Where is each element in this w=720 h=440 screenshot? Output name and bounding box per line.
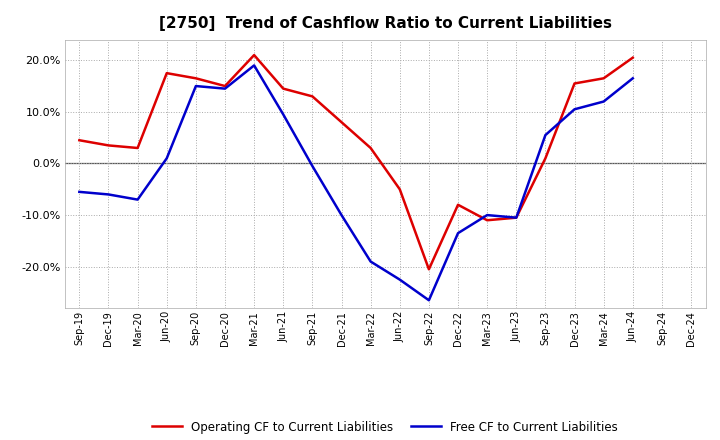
Operating CF to Current Liabilities <box>75 138 84 143</box>
Free CF to Current Liabilities <box>163 156 171 161</box>
Free CF to Current Liabilities <box>570 106 579 112</box>
Free CF to Current Liabilities <box>366 259 375 264</box>
Free CF to Current Liabilities <box>220 86 229 91</box>
Operating CF to Current Liabilities <box>192 76 200 81</box>
Operating CF to Current Liabilities <box>629 55 637 60</box>
Line: Operating CF to Current Liabilities: Operating CF to Current Liabilities <box>79 55 633 269</box>
Free CF to Current Liabilities <box>104 192 113 197</box>
Line: Free CF to Current Liabilities: Free CF to Current Liabilities <box>79 66 633 300</box>
Free CF to Current Liabilities <box>599 99 608 104</box>
Operating CF to Current Liabilities <box>220 84 229 89</box>
Operating CF to Current Liabilities <box>366 145 375 150</box>
Operating CF to Current Liabilities <box>541 156 550 161</box>
Legend: Operating CF to Current Liabilities, Free CF to Current Liabilities: Operating CF to Current Liabilities, Fre… <box>148 416 623 438</box>
Operating CF to Current Liabilities <box>599 76 608 81</box>
Operating CF to Current Liabilities <box>163 70 171 76</box>
Operating CF to Current Liabilities <box>483 218 492 223</box>
Free CF to Current Liabilities <box>192 84 200 89</box>
Operating CF to Current Liabilities <box>279 86 287 91</box>
Operating CF to Current Liabilities <box>133 145 142 150</box>
Operating CF to Current Liabilities <box>104 143 113 148</box>
Free CF to Current Liabilities <box>541 132 550 138</box>
Free CF to Current Liabilities <box>395 277 404 282</box>
Operating CF to Current Liabilities <box>395 187 404 192</box>
Free CF to Current Liabilities <box>337 213 346 218</box>
Operating CF to Current Liabilities <box>512 215 521 220</box>
Free CF to Current Liabilities <box>133 197 142 202</box>
Operating CF to Current Liabilities <box>337 120 346 125</box>
Free CF to Current Liabilities <box>454 231 462 236</box>
Free CF to Current Liabilities <box>425 297 433 303</box>
Free CF to Current Liabilities <box>250 63 258 68</box>
Operating CF to Current Liabilities <box>425 267 433 272</box>
Free CF to Current Liabilities <box>279 112 287 117</box>
Free CF to Current Liabilities <box>483 213 492 218</box>
Operating CF to Current Liabilities <box>454 202 462 207</box>
Free CF to Current Liabilities <box>308 163 317 169</box>
Operating CF to Current Liabilities <box>570 81 579 86</box>
Title: [2750]  Trend of Cashflow Ratio to Current Liabilities: [2750] Trend of Cashflow Ratio to Curren… <box>158 16 612 32</box>
Free CF to Current Liabilities <box>629 76 637 81</box>
Free CF to Current Liabilities <box>512 215 521 220</box>
Operating CF to Current Liabilities <box>250 52 258 58</box>
Free CF to Current Liabilities <box>75 189 84 194</box>
Operating CF to Current Liabilities <box>308 94 317 99</box>
